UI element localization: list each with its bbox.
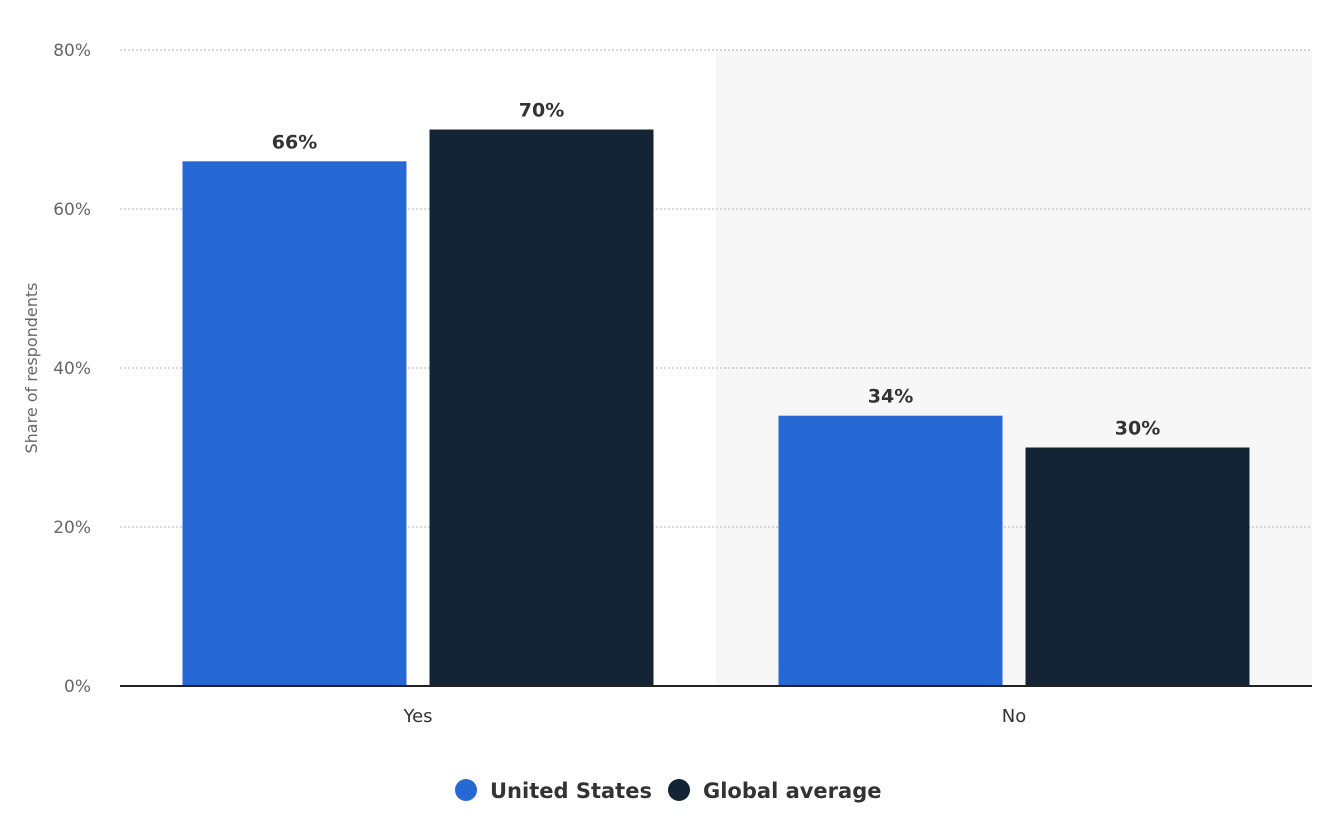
y-tick-label: 0% (64, 677, 91, 697)
data-label-no-united-states: 34% (868, 386, 913, 408)
legend-label-united-states: United States (490, 779, 652, 803)
y-tick-label: 20% (53, 518, 91, 538)
bar-yes-united-states[interactable] (182, 161, 407, 687)
legend-marker-global-average (668, 779, 690, 801)
legend-marker-united-states (455, 779, 477, 801)
legend-item-global-average[interactable]: Global average (668, 779, 881, 803)
x-category-label-yes: Yes (402, 706, 432, 727)
y-tick-label: 40% (53, 359, 91, 379)
data-label-yes-united-states: 66% (272, 131, 317, 153)
bars (182, 129, 1250, 687)
y-axis-title: Share of respondents (22, 282, 41, 453)
data-label-no-global-average: 30% (1115, 418, 1160, 440)
legend-item-united-states[interactable]: United States (455, 779, 652, 803)
y-tick-label: 80% (53, 41, 91, 61)
bar-no-united-states[interactable] (778, 415, 1003, 686)
bar-no-global-average[interactable] (1025, 447, 1250, 687)
axes: Yes No (120, 685, 1312, 727)
data-label-yes-global-average: 70% (519, 100, 564, 122)
data-labels: 66% 70% 34% 30% (272, 100, 1160, 440)
bar-yes-global-average[interactable] (429, 129, 654, 687)
legend-label-global-average: Global average (703, 779, 881, 803)
y-tick-label: 60% (53, 200, 91, 220)
legend: United States Global average (455, 779, 881, 803)
x-category-label-no: No (1002, 706, 1026, 727)
